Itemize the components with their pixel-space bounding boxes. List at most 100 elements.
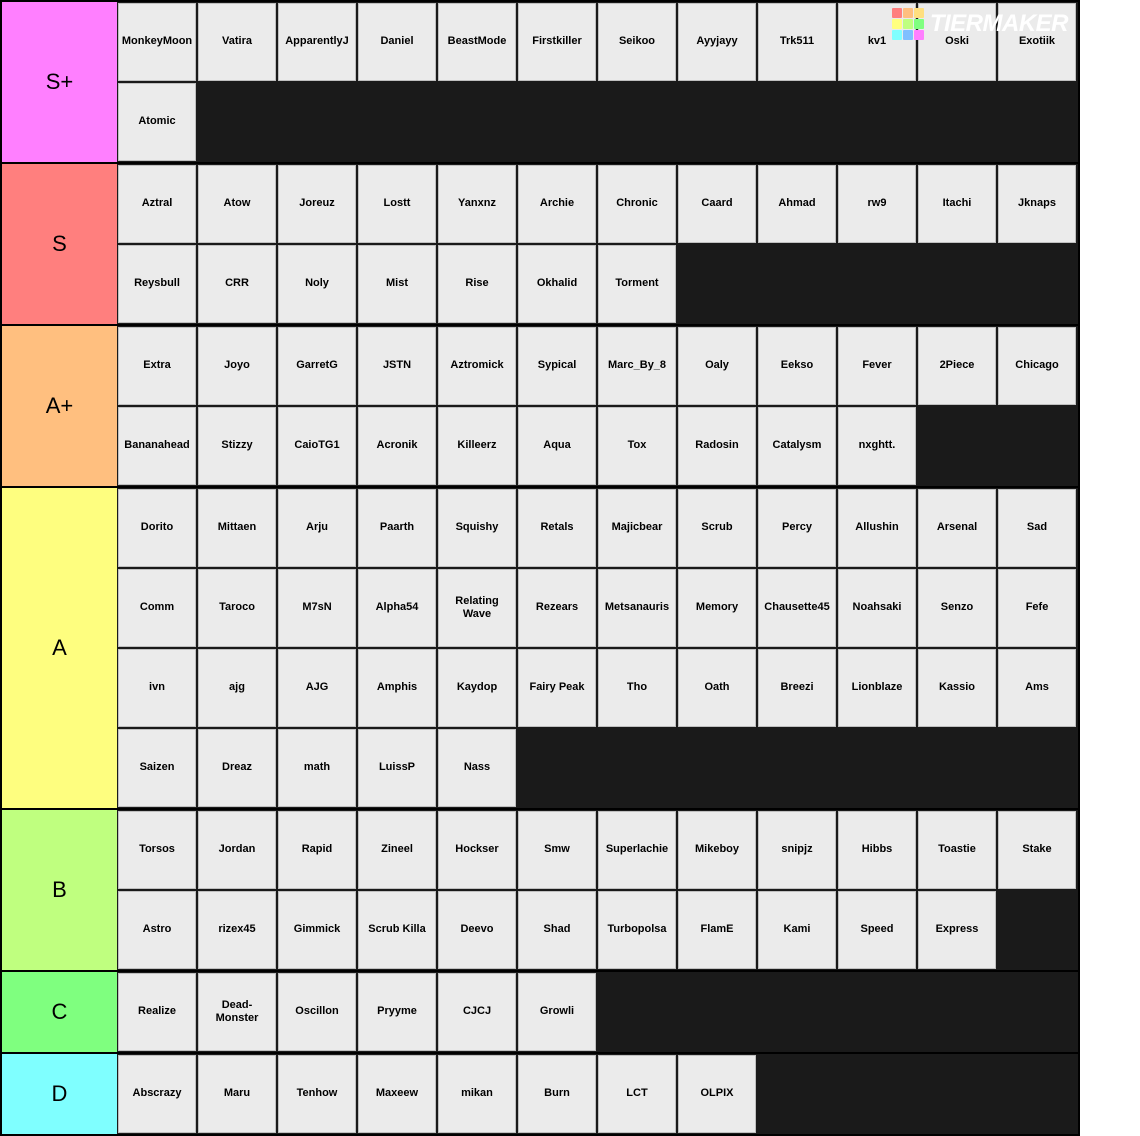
tier-item[interactable]: Scrub — [678, 489, 756, 567]
tier-item[interactable]: Burn — [518, 1055, 596, 1133]
tier-item[interactable]: Ahmad — [758, 165, 836, 243]
tier-item[interactable]: Kami — [758, 891, 836, 969]
tier-item[interactable]: Joreuz — [278, 165, 356, 243]
tier-item[interactable]: ivn — [118, 649, 196, 727]
tier-item[interactable]: mikan — [438, 1055, 516, 1133]
tier-item[interactable]: Smw — [518, 811, 596, 889]
tier-item[interactable]: OLPIX — [678, 1055, 756, 1133]
tier-item[interactable]: Daniel — [358, 3, 436, 81]
tier-item[interactable]: Extra — [118, 327, 196, 405]
tier-item[interactable]: Caard — [678, 165, 756, 243]
tier-item[interactable]: Senzo — [918, 569, 996, 647]
tier-label[interactable]: S+ — [2, 2, 117, 162]
tier-item[interactable]: Rise — [438, 245, 516, 323]
tier-item[interactable]: Torsos — [118, 811, 196, 889]
tier-item[interactable]: Saizen — [118, 729, 196, 807]
tier-item[interactable]: Breezi — [758, 649, 836, 727]
tier-item[interactable]: Express — [918, 891, 996, 969]
tier-item[interactable]: Atow — [198, 165, 276, 243]
tier-item[interactable]: Rezears — [518, 569, 596, 647]
tier-item[interactable]: Aqua — [518, 407, 596, 485]
tier-item[interactable]: Fefe — [998, 569, 1076, 647]
tier-item[interactable]: Archie — [518, 165, 596, 243]
tier-item[interactable]: Taroco — [198, 569, 276, 647]
tier-item[interactable]: Allushin — [838, 489, 916, 567]
tier-item[interactable]: Maru — [198, 1055, 276, 1133]
tier-item[interactable]: Hibbs — [838, 811, 916, 889]
tier-item[interactable]: Kassio — [918, 649, 996, 727]
tier-item[interactable]: Dead-Monster — [198, 973, 276, 1051]
tier-item[interactable]: nxghtt. — [838, 407, 916, 485]
tier-item[interactable]: Shad — [518, 891, 596, 969]
tier-item[interactable]: Memory — [678, 569, 756, 647]
tier-item[interactable]: Dorito — [118, 489, 196, 567]
tier-item[interactable]: Scrub Killa — [358, 891, 436, 969]
tier-item[interactable]: BeastMode — [438, 3, 516, 81]
tier-item[interactable]: Deevo — [438, 891, 516, 969]
tier-item[interactable]: Squishy — [438, 489, 516, 567]
tier-item[interactable]: Nass — [438, 729, 516, 807]
tier-item[interactable]: rizex45 — [198, 891, 276, 969]
tier-item[interactable]: LuissP — [358, 729, 436, 807]
tier-item[interactable]: 2Piece — [918, 327, 996, 405]
tier-item[interactable]: Mikeboy — [678, 811, 756, 889]
tier-item[interactable]: Paarth — [358, 489, 436, 567]
tier-item[interactable]: Bananahead — [118, 407, 196, 485]
tier-item[interactable]: Acronik — [358, 407, 436, 485]
tier-item[interactable]: Comm — [118, 569, 196, 647]
tier-item[interactable]: Vatira — [198, 3, 276, 81]
tier-item[interactable]: Growli — [518, 973, 596, 1051]
tier-item[interactable]: Eekso — [758, 327, 836, 405]
tier-item[interactable]: Okhalid — [518, 245, 596, 323]
tier-item[interactable]: MonkeyMoon — [118, 3, 196, 81]
tier-label[interactable]: S — [2, 164, 117, 324]
tier-item[interactable]: Majicbear — [598, 489, 676, 567]
tier-item[interactable]: Lostt — [358, 165, 436, 243]
tier-item[interactable]: Mittaen — [198, 489, 276, 567]
tier-item[interactable]: Kaydop — [438, 649, 516, 727]
tier-item[interactable]: ApparentlyJ — [278, 3, 356, 81]
tier-item[interactable]: Arsenal — [918, 489, 996, 567]
tier-item[interactable]: CaioTG1 — [278, 407, 356, 485]
tier-item[interactable]: Alpha54 — [358, 569, 436, 647]
tier-label[interactable]: A+ — [2, 326, 117, 486]
tier-item[interactable]: Torment — [598, 245, 676, 323]
tier-item[interactable]: Pryyme — [358, 973, 436, 1051]
tier-item[interactable]: JSTN — [358, 327, 436, 405]
tier-item[interactable]: Tenhow — [278, 1055, 356, 1133]
tier-item[interactable]: Aztral — [118, 165, 196, 243]
tier-item[interactable]: Metsanauris — [598, 569, 676, 647]
tier-label[interactable]: B — [2, 810, 117, 970]
tier-item[interactable]: Jknaps — [998, 165, 1076, 243]
tier-item[interactable]: Oath — [678, 649, 756, 727]
tier-item[interactable]: Chicago — [998, 327, 1076, 405]
tier-item[interactable]: Jordan — [198, 811, 276, 889]
tier-item[interactable]: Fairy Peak — [518, 649, 596, 727]
tier-item[interactable]: Tho — [598, 649, 676, 727]
tier-item[interactable]: Oscillon — [278, 973, 356, 1051]
tier-item[interactable]: Atomic — [118, 83, 196, 161]
tier-item[interactable]: Itachi — [918, 165, 996, 243]
tier-item[interactable]: Oaly — [678, 327, 756, 405]
tier-item[interactable]: Noahsaki — [838, 569, 916, 647]
tier-item[interactable]: Toastie — [918, 811, 996, 889]
tier-item[interactable]: Reysbull — [118, 245, 196, 323]
tier-item[interactable]: Percy — [758, 489, 836, 567]
tier-item[interactable]: CRR — [198, 245, 276, 323]
tier-item[interactable]: Astro — [118, 891, 196, 969]
tier-item[interactable]: Relating Wave — [438, 569, 516, 647]
tier-item[interactable]: Retals — [518, 489, 596, 567]
tier-item[interactable]: Realize — [118, 973, 196, 1051]
tier-item[interactable]: Aztromick — [438, 327, 516, 405]
tier-label[interactable]: A — [2, 488, 117, 808]
tier-item[interactable]: M7sN — [278, 569, 356, 647]
tier-item[interactable]: Ams — [998, 649, 1076, 727]
tier-item[interactable]: Firstkiller — [518, 3, 596, 81]
tier-item[interactable]: Catalysm — [758, 407, 836, 485]
tier-item[interactable]: Marc_By_8 — [598, 327, 676, 405]
tier-item[interactable]: Radosin — [678, 407, 756, 485]
tier-item[interactable]: Trk511 — [758, 3, 836, 81]
tier-item[interactable]: Dreaz — [198, 729, 276, 807]
tier-item[interactable]: math — [278, 729, 356, 807]
tier-item[interactable]: Rapid — [278, 811, 356, 889]
